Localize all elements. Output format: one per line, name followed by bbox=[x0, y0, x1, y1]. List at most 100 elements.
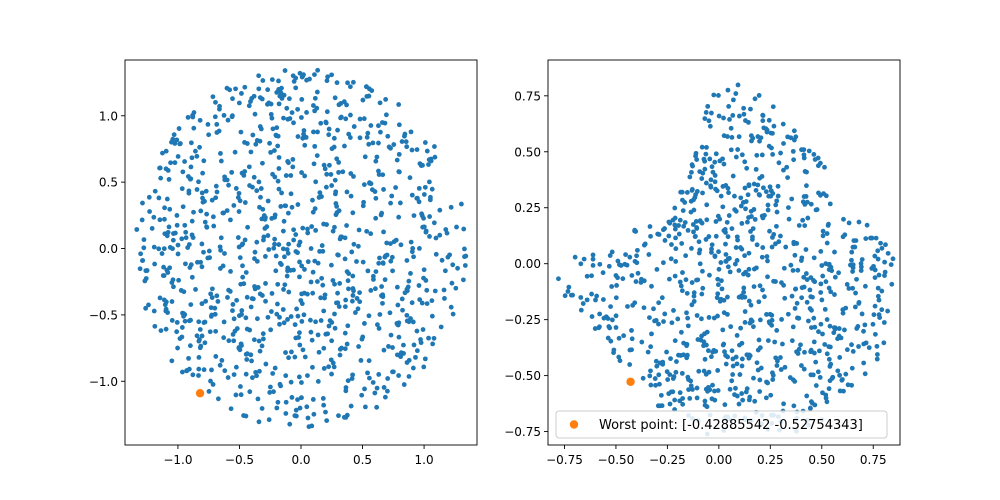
sample-point bbox=[632, 227, 638, 233]
sample-point bbox=[674, 359, 679, 364]
sample-point bbox=[171, 132, 177, 138]
sample-point bbox=[350, 273, 356, 279]
sample-point bbox=[334, 210, 340, 215]
sample-point bbox=[714, 295, 720, 301]
sample-point bbox=[366, 313, 372, 319]
sample-point bbox=[879, 307, 885, 313]
sample-point bbox=[629, 328, 634, 333]
sample-point bbox=[258, 194, 263, 200]
sample-point bbox=[709, 164, 715, 170]
sample-point bbox=[185, 174, 191, 179]
sample-point bbox=[321, 366, 327, 371]
sample-point bbox=[463, 253, 469, 259]
sample-point bbox=[692, 234, 698, 240]
sample-point bbox=[875, 285, 881, 291]
sample-point bbox=[652, 318, 657, 324]
sample-point bbox=[228, 406, 234, 412]
sample-point bbox=[239, 91, 244, 96]
sample-point bbox=[422, 184, 428, 190]
sample-point bbox=[869, 266, 875, 271]
sample-point bbox=[360, 259, 366, 265]
sample-point bbox=[275, 301, 280, 307]
sample-point bbox=[690, 222, 696, 227]
sample-point bbox=[244, 294, 250, 300]
sample-point bbox=[410, 319, 416, 325]
sample-point bbox=[309, 423, 315, 429]
sample-point bbox=[240, 241, 246, 247]
sample-point bbox=[379, 293, 384, 299]
sample-point bbox=[653, 358, 659, 364]
sample-point bbox=[409, 192, 415, 198]
sample-point bbox=[439, 257, 445, 263]
sample-point bbox=[820, 273, 826, 279]
sample-point bbox=[728, 324, 734, 330]
sample-point bbox=[443, 227, 449, 232]
sample-point bbox=[429, 313, 435, 319]
sample-point bbox=[408, 129, 414, 135]
sample-point bbox=[770, 372, 776, 378]
sample-point bbox=[356, 227, 362, 233]
sample-point bbox=[296, 242, 302, 248]
sample-point bbox=[739, 221, 745, 226]
sample-point bbox=[380, 260, 386, 266]
sample-point bbox=[382, 277, 388, 283]
sample-point bbox=[345, 378, 351, 384]
sample-point bbox=[367, 180, 372, 186]
sample-point bbox=[739, 340, 745, 346]
sample-point bbox=[703, 180, 709, 186]
sample-point bbox=[152, 261, 158, 267]
sample-point bbox=[256, 73, 262, 79]
sample-point bbox=[719, 278, 724, 284]
sample-point bbox=[151, 214, 157, 220]
sample-point bbox=[730, 173, 736, 179]
sample-point bbox=[269, 115, 275, 121]
sample-point bbox=[793, 134, 799, 140]
sample-point bbox=[827, 363, 833, 369]
sample-point bbox=[388, 258, 394, 264]
sample-point bbox=[664, 349, 669, 355]
sample-point bbox=[319, 275, 325, 281]
sample-point bbox=[691, 293, 697, 299]
sample-point bbox=[716, 93, 721, 98]
y-tick-label: 0.75 bbox=[514, 89, 541, 103]
sample-point bbox=[289, 204, 295, 210]
sample-point bbox=[378, 129, 383, 135]
sample-point bbox=[162, 205, 167, 211]
sample-point bbox=[708, 177, 714, 183]
sample-point bbox=[756, 93, 762, 98]
sample-point bbox=[837, 355, 843, 360]
sample-point bbox=[364, 228, 370, 234]
sample-point bbox=[276, 101, 282, 107]
sample-point bbox=[335, 127, 340, 133]
sample-point bbox=[881, 320, 887, 325]
sample-point bbox=[799, 285, 805, 291]
sample-point bbox=[313, 227, 319, 233]
sample-point bbox=[775, 358, 780, 364]
sample-point bbox=[885, 308, 891, 314]
sample-point bbox=[323, 409, 328, 415]
sample-point bbox=[210, 94, 216, 100]
sample-point bbox=[254, 188, 260, 194]
sample-point bbox=[203, 298, 209, 304]
sample-point bbox=[401, 342, 406, 348]
sample-point bbox=[745, 192, 751, 198]
sample-point bbox=[437, 232, 443, 238]
sample-point bbox=[284, 273, 290, 279]
sample-point bbox=[324, 78, 330, 84]
sample-point bbox=[191, 125, 197, 131]
sample-point bbox=[730, 113, 736, 118]
sample-point bbox=[854, 276, 859, 282]
sample-point bbox=[349, 249, 355, 255]
sample-point bbox=[344, 269, 350, 275]
sample-point bbox=[362, 321, 367, 326]
sample-point bbox=[207, 329, 213, 335]
sample-point bbox=[753, 166, 759, 172]
sample-point bbox=[366, 141, 372, 147]
sample-point bbox=[318, 318, 324, 323]
sample-point bbox=[237, 255, 243, 261]
sample-point bbox=[152, 188, 158, 194]
sample-point bbox=[820, 233, 826, 239]
sample-point bbox=[426, 335, 431, 341]
sample-point bbox=[657, 360, 663, 366]
sample-point bbox=[689, 169, 694, 175]
